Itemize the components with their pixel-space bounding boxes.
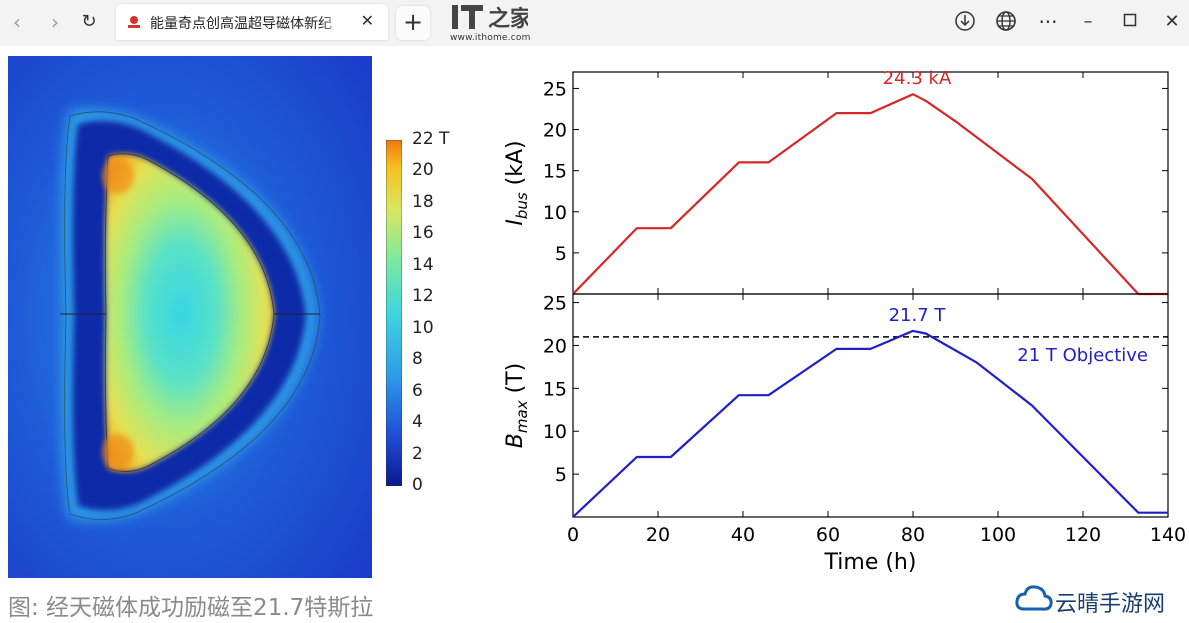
- x-tick-label: 40: [731, 524, 755, 546]
- x-tick-label: 60: [816, 524, 840, 546]
- colorbar-tick-label: 2: [412, 443, 423, 464]
- y-axis-label: Ibus (kA): [503, 140, 531, 225]
- y-axis-label-subscript: bus: [513, 192, 531, 219]
- x-tick-label: 120: [1065, 524, 1101, 546]
- y-tick-label: 20: [543, 335, 567, 357]
- site-logo: 之家: [452, 5, 528, 32]
- field-series-line: [572, 329, 1168, 518]
- colorbar-tick-label: 8: [412, 349, 423, 370]
- refresh-icon[interactable]: ↻: [81, 11, 97, 32]
- x-tick-label: 0: [567, 524, 579, 546]
- y-tick-label: 25: [543, 293, 567, 315]
- colorbar-tick-label: 18: [412, 191, 434, 212]
- tab-title-fade: [320, 10, 360, 34]
- colorbar-tick-label: 0: [412, 475, 423, 495]
- plot-frame: [572, 293, 1169, 518]
- y-axis-label-unit: (kA): [503, 140, 528, 192]
- new-tab-button[interactable]: +: [396, 6, 430, 40]
- x-axis-label: Time (h): [824, 550, 917, 575]
- colorbar-tick-label: 6: [412, 380, 423, 401]
- colorbar-tick-label: 12: [412, 286, 434, 307]
- tab-close-button[interactable]: ✕: [360, 11, 374, 30]
- y-tick-label: 10: [543, 202, 567, 224]
- y-axis-label-symbol: I: [503, 219, 528, 226]
- y-axis-label: Bmax (T): [503, 363, 531, 448]
- colorbar: [386, 140, 402, 486]
- peak-annotation: 21.7 T: [889, 305, 947, 326]
- colorbar-tick-label: 10: [412, 317, 434, 338]
- y-tick-label: 10: [543, 421, 567, 443]
- x-tick-label: 80: [901, 524, 925, 546]
- more-icon[interactable]: ···: [1038, 10, 1058, 34]
- close-window-icon[interactable]: ✕: [1164, 11, 1180, 32]
- colorbar-tick-label: 4: [412, 412, 423, 433]
- current-and-field-plot: 5 10 15 20 25 Ibus (kA) 24.3 kA 5 10 15 20 25 Bmax (…: [503, 68, 1186, 575]
- current-series-line: [572, 93, 1168, 296]
- colorbar-tick-label: 14: [412, 254, 434, 275]
- y-axis-label-subscript: max: [513, 400, 531, 433]
- tab-title: 能量奇点创高温超导磁体新纪: [150, 16, 332, 32]
- y-tick-label: 5: [555, 464, 567, 486]
- colorbar-tick-label: 16: [412, 223, 434, 244]
- x-tick-label: 100: [980, 524, 1016, 546]
- y-tick-label: 15: [543, 161, 567, 183]
- browser-toolbar: ‹ › ↻ 能量奇点创高温超导磁体新纪 ✕ + 之家 www.ithome.co…: [0, 0, 1189, 46]
- site-favicon-icon: [128, 16, 140, 28]
- globe-icon[interactable]: [994, 10, 1018, 34]
- objective-label: 21 T Objective: [1017, 345, 1148, 366]
- back-icon[interactable]: ‹: [13, 10, 21, 34]
- download-icon[interactable]: [953, 10, 977, 34]
- browser-tab[interactable]: 能量奇点创高温超导磁体新纪 ✕: [116, 4, 388, 40]
- colorbar-tick-label: 22 T: [412, 129, 450, 149]
- forward-icon[interactable]: ›: [51, 10, 59, 34]
- minimize-icon[interactable]: –: [1083, 11, 1093, 32]
- y-axis-label-unit: (T): [503, 363, 528, 401]
- y-tick-label: 25: [543, 78, 567, 100]
- x-tick-label: 140: [1150, 524, 1186, 546]
- colorbar-tick-label: 20: [412, 160, 434, 181]
- y-tick-label: 5: [555, 243, 567, 265]
- y-axis-label-symbol: B: [503, 433, 528, 448]
- watermark-text: 云晴手游网: [1055, 592, 1166, 617]
- x-tick-label: 20: [646, 524, 670, 546]
- magnet-field-heatmap: [8, 56, 372, 578]
- figure-caption: 图: 经天磁体成功励磁至21.7特斯拉: [8, 595, 374, 621]
- maximize-icon[interactable]: [1118, 10, 1142, 34]
- watermark-cloud-icon: [1015, 585, 1053, 611]
- peak-annotation: 24.3 kA: [883, 68, 952, 89]
- site-logo-url: www.ithome.com: [450, 33, 531, 43]
- svg-text:之家: 之家: [488, 6, 528, 32]
- y-tick-label: 20: [543, 120, 567, 142]
- y-tick-label: 15: [543, 378, 567, 400]
- plot-frame: [572, 71, 1169, 295]
